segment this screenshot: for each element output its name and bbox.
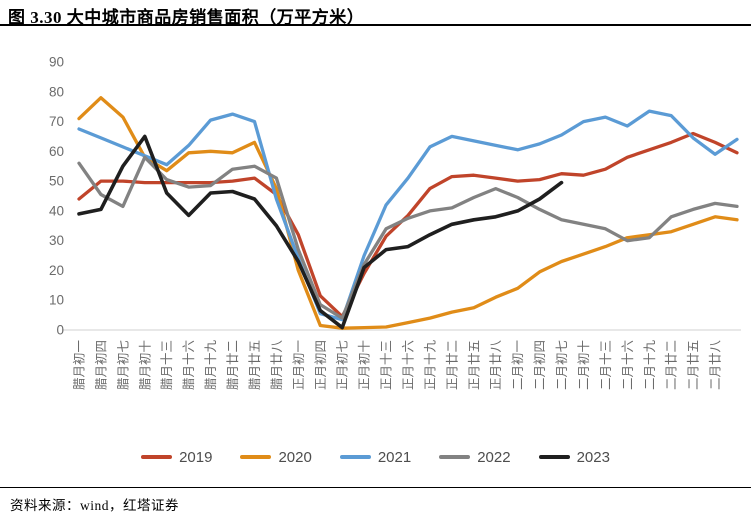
x-tick-label: 正月十六: [402, 340, 416, 390]
x-tick-label: 正月初一: [292, 340, 306, 390]
figure-title-bar: 图 3.30 大中城市商品房销售面积（万平方米）: [0, 0, 751, 27]
legend-label-2021: 2021: [377, 448, 412, 466]
x-tick-label: 正月廿五: [467, 340, 481, 390]
legend-label-2022: 2022: [477, 448, 511, 466]
x-tick-label: 二月十三: [599, 340, 613, 390]
y-tick-label: 90: [49, 55, 64, 70]
legend-item-2019: 2019: [141, 449, 212, 466]
sales-area-line-chart: 0102030405060708090腊月初一 腊月初四 腊月初七 腊月初十 腊月十三腊…: [49, 55, 741, 391]
y-tick-label: 80: [49, 84, 64, 99]
x-tick-label: 正月初四: [314, 340, 328, 390]
x-tick-label: 腊月初四: [94, 340, 108, 390]
x-tick-label: 腊月廿八: [270, 340, 284, 391]
y-tick-label: 0: [56, 323, 64, 338]
y-tick-label: 40: [49, 203, 64, 218]
x-tick-label: 腊月十三: [160, 340, 174, 390]
x-tick-label: 腊月十九: [204, 340, 218, 391]
series-line-2019: [77, 131, 739, 319]
legend-item-2021: 2021: [339, 448, 412, 466]
source-note: 资料来源：wind，红塔证券: [10, 498, 179, 513]
x-tick-label: 腊月初十: [138, 340, 152, 390]
x-tick-label: 二月廿二: [665, 340, 679, 390]
y-tick-label: 60: [49, 144, 64, 159]
x-tick-label: 二月十九: [643, 340, 657, 391]
x-tick-label: 正月初七: [336, 340, 350, 390]
source-bar: 资料来源：wind，红塔证券: [0, 487, 751, 519]
x-tick-label: 正月十九: [423, 340, 437, 391]
x-tick-label: 腊月廿二: [226, 340, 240, 390]
x-tick-label: 二月廿八: [709, 340, 723, 391]
x-tick-label: 二月初一: [511, 340, 525, 390]
x-tick-label: 腊月十六: [182, 340, 196, 390]
series-line-2021: [77, 109, 739, 322]
x-tick-label: 二月初十: [577, 340, 591, 390]
figure-title: 图 3.30 大中城市商品房销售面积（万平方米）: [8, 8, 365, 27]
legend-swatch-2021: [339, 455, 371, 459]
legend-item-2022: 2022: [439, 448, 511, 466]
series-line-2020: [77, 96, 739, 330]
x-tick-label: 腊月初一: [73, 340, 87, 390]
legend-label-2020: 2020: [278, 448, 312, 466]
series-line-2022: [77, 155, 739, 320]
x-tick-label: 腊月廿五: [248, 340, 262, 390]
legend-label-2023: 2023: [576, 448, 610, 466]
legend-item-2023: 2023: [538, 448, 610, 466]
x-tick-label: 腊月初七: [116, 340, 130, 390]
x-tick-label: 正月十三: [380, 340, 394, 390]
x-tick-label: 二月廿五: [687, 340, 701, 390]
y-tick-label: 10: [49, 293, 64, 308]
y-tick-label: 20: [49, 263, 64, 278]
y-tick-label: 50: [49, 174, 64, 189]
x-tick-label: 正月廿二: [445, 340, 459, 390]
x-tick-label: 正月初十: [358, 340, 372, 390]
y-tick-label: 70: [49, 114, 64, 129]
series-line-2023: [77, 134, 564, 330]
legend-item-2020: 2020: [240, 448, 312, 466]
y-tick-label: 30: [49, 233, 64, 248]
x-tick-label: 正月廿八: [489, 340, 503, 391]
legend-label-2019: 2019: [179, 448, 213, 466]
legend-swatch-2023: [538, 455, 570, 459]
legend-swatch-2019: [141, 455, 173, 459]
legend-swatch-2020: [240, 455, 272, 459]
x-tick-label: 二月初四: [533, 340, 547, 390]
x-tick-label: 二月初七: [555, 340, 569, 390]
legend-swatch-2022: [439, 455, 471, 459]
chart-legend: 2019 2020 2021 2022 2023: [0, 431, 751, 483]
x-tick-label: 二月十六: [621, 340, 635, 390]
